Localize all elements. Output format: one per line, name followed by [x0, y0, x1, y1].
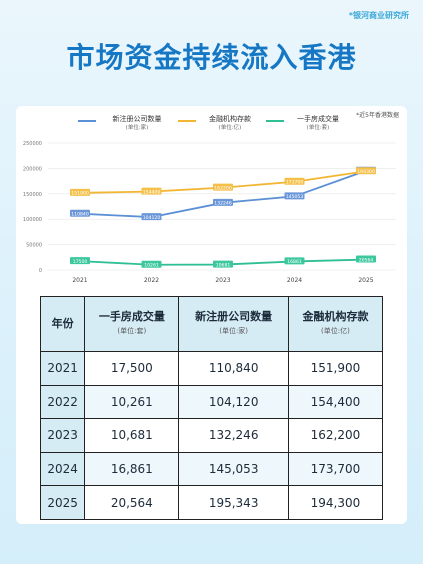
x-tick-label: 2023 — [215, 277, 230, 284]
cell-housing: 17,500 — [84, 351, 180, 386]
cell-housing: 20,564 — [84, 485, 180, 520]
y-tick-label: 100000 — [23, 217, 42, 223]
cell-year: 2022 — [39, 384, 86, 420]
data-label: 194300 — [357, 169, 375, 175]
legend-deposits: 金融机构存款 (单位:亿) — [200, 115, 260, 133]
data-label-bg — [70, 188, 90, 196]
cell-housing: 10,261 — [84, 384, 180, 420]
cell-year: 2025 — [39, 485, 86, 520]
y-tick-label: 200000 — [23, 166, 42, 172]
y-tick-label: 0 — [39, 268, 42, 274]
cell-deposits: 173,700 — [287, 451, 384, 487]
data-label: 145053 — [286, 194, 304, 200]
cell-companies: 145,053 — [178, 451, 289, 487]
legend-companies-name: 新注册公司数量 — [112, 115, 162, 123]
data-table: 年份 一手房成交量 (单位:套) 新注册公司数量 (单位:家) 金融机构存款 (单位:… — [39, 296, 384, 520]
brand-label: *银河商业研究所 — [348, 11, 409, 20]
header-companies: 新注册公司数量 (单位:家) — [178, 296, 289, 352]
cell-deposits: 151,900 — [287, 351, 384, 386]
table-row: 2021 17,500 110,840 151,900 — [39, 351, 384, 386]
data-label: 104120 — [143, 215, 161, 221]
table-row: 2025 20,564 195,343 194,300 — [39, 485, 384, 520]
cell-companies: 132,246 — [178, 418, 289, 453]
data-label-bg — [356, 167, 376, 175]
legend-companies-unit: (单位:家) — [125, 125, 149, 131]
cell-housing: 10,681 — [84, 418, 180, 453]
cell-deposits: 154,400 — [287, 384, 384, 420]
x-tick-label: 2022 — [144, 277, 159, 284]
data-label: 110840 — [71, 211, 89, 217]
cell-year: 2021 — [39, 351, 86, 386]
data-label-bg — [284, 192, 305, 200]
cell-deposits: 194,300 — [287, 485, 384, 520]
data-label: 20564 — [359, 257, 374, 263]
line-chart: 0 50000 100000 150000 200000 250000 2021 2022 20… — [23, 141, 396, 284]
x-tick-label: 2025 — [358, 277, 373, 284]
cell-companies: 110,840 — [178, 351, 289, 386]
header-year: 年份 — [39, 296, 86, 352]
page-title: 市场资金持续流入香港 — [66, 41, 357, 74]
legend-companies: 新注册公司数量 (单位:家) — [102, 115, 172, 133]
table-header-row: 年份 一手房成交量 (单位:套) 新注册公司数量 (单位:家) 金融机构存款 (单位:… — [39, 296, 384, 352]
legend-swatch-deposits — [178, 120, 196, 122]
data-label-bg — [213, 260, 233, 268]
data-label-bg — [141, 187, 162, 195]
legend-swatch-housing — [266, 120, 284, 122]
cell-year: 2023 — [39, 418, 86, 453]
data-label-bg — [213, 198, 233, 206]
data-label-bg — [213, 183, 233, 191]
data-label: 17500 — [73, 259, 88, 265]
y-tick-label: 50000 — [26, 243, 42, 249]
table-row: 2024 16,861 145,053 173,700 — [39, 451, 384, 487]
data-label: 132246 — [214, 201, 232, 207]
data-label: 10261 — [144, 262, 159, 268]
legend-housing-unit: (单位:套) — [306, 125, 330, 131]
x-tick-label: 2021 — [72, 277, 87, 284]
y-tick-label: 150000 — [23, 192, 42, 198]
data-label: 173700 — [286, 179, 304, 185]
data-label-bg — [141, 213, 162, 221]
legend-deposits-name: 金融机构存款 — [209, 115, 251, 123]
header-deposits: 金融机构存款 (单位:亿) — [287, 296, 384, 352]
table-row: 2022 10,261 104,120 154,400 — [39, 384, 384, 420]
legend-deposits-unit: (单位:亿) — [218, 125, 242, 131]
data-label-bg — [284, 257, 305, 265]
data-label-bg — [356, 255, 376, 263]
y-tick-label: 250000 — [23, 141, 42, 147]
header-housing: 一手房成交量 (单位:套) — [84, 296, 180, 352]
cell-companies: 195,343 — [178, 485, 289, 520]
cell-year: 2024 — [39, 451, 86, 487]
data-label: 154400 — [143, 189, 161, 195]
x-tick-label: 2024 — [287, 277, 302, 284]
cell-companies: 104,120 — [178, 384, 289, 420]
legend-housing: 一手房成交量 (单位:套) — [288, 115, 348, 133]
data-label: 16861 — [287, 259, 302, 265]
data-label: 162200 — [214, 185, 232, 191]
data-label: 151900 — [71, 191, 89, 197]
table-row: 2023 10,681 132,246 162,200 — [39, 418, 384, 453]
legend-swatch-companies — [78, 120, 96, 122]
cell-housing: 16,861 — [84, 451, 180, 487]
legend-housing-name: 一手房成交量 — [297, 115, 339, 123]
chart-card: *近5年香港数据 新注册公司数量 (单位:家) 金融机构存款 (单位:亿) 一手… — [16, 106, 407, 524]
data-label: 10681 — [216, 262, 231, 268]
cell-deposits: 162,200 — [287, 418, 384, 453]
data-label-bg — [70, 209, 90, 217]
data-label-bg — [284, 177, 305, 185]
data-label-bg — [70, 257, 90, 265]
data-label-bg — [141, 260, 162, 268]
data-note: *近5年香港数据 — [356, 112, 399, 119]
